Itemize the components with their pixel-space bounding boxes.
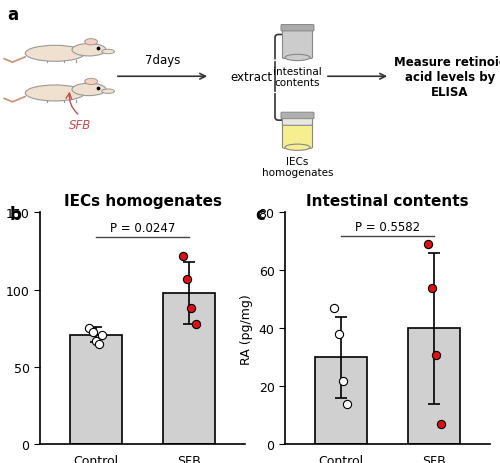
Text: P = 0.0247: P = 0.0247 <box>110 222 175 235</box>
Point <box>432 351 440 358</box>
Title: IECs homogenates: IECs homogenates <box>64 194 222 209</box>
Ellipse shape <box>102 50 115 55</box>
Bar <box>316 357 366 444</box>
Ellipse shape <box>25 86 85 102</box>
Point <box>86 325 94 332</box>
FancyBboxPatch shape <box>281 25 314 32</box>
Point <box>428 284 436 292</box>
Ellipse shape <box>85 39 98 46</box>
Ellipse shape <box>102 90 115 94</box>
Text: b: b <box>10 206 22 224</box>
Point <box>95 340 103 348</box>
Ellipse shape <box>285 145 310 151</box>
Point <box>424 241 432 249</box>
Point <box>192 320 200 328</box>
Point <box>88 328 96 336</box>
FancyBboxPatch shape <box>282 122 312 149</box>
Text: extract: extract <box>230 70 272 84</box>
Point <box>334 331 342 338</box>
Point <box>92 338 100 345</box>
Title: Intestinal contents: Intestinal contents <box>306 194 469 209</box>
Ellipse shape <box>25 46 85 62</box>
Point <box>178 252 186 260</box>
FancyBboxPatch shape <box>281 113 314 119</box>
Text: 7days: 7days <box>145 54 180 67</box>
Point <box>436 420 444 428</box>
Text: SFB: SFB <box>69 119 91 131</box>
Ellipse shape <box>285 55 310 62</box>
Text: intestinal
contents: intestinal contents <box>273 67 322 88</box>
Text: IECs
homogenates: IECs homogenates <box>262 156 333 178</box>
Ellipse shape <box>72 84 106 96</box>
Text: Measure retinoic
acid levels by
ELISA: Measure retinoic acid levels by ELISA <box>394 56 500 99</box>
Point <box>188 305 196 313</box>
Text: P = 0.5582: P = 0.5582 <box>355 220 420 233</box>
Point <box>344 400 351 407</box>
Ellipse shape <box>85 79 98 85</box>
Y-axis label: RA (pg/mg): RA (pg/mg) <box>240 294 253 364</box>
FancyBboxPatch shape <box>282 28 312 59</box>
Bar <box>70 335 122 444</box>
Point <box>98 331 106 338</box>
Point <box>339 377 347 384</box>
Text: c: c <box>255 206 265 224</box>
FancyBboxPatch shape <box>282 116 312 126</box>
Bar <box>164 293 214 444</box>
Point <box>183 275 191 283</box>
Ellipse shape <box>72 44 106 57</box>
Bar <box>408 329 460 444</box>
Point <box>330 305 338 312</box>
Text: a: a <box>8 6 18 24</box>
